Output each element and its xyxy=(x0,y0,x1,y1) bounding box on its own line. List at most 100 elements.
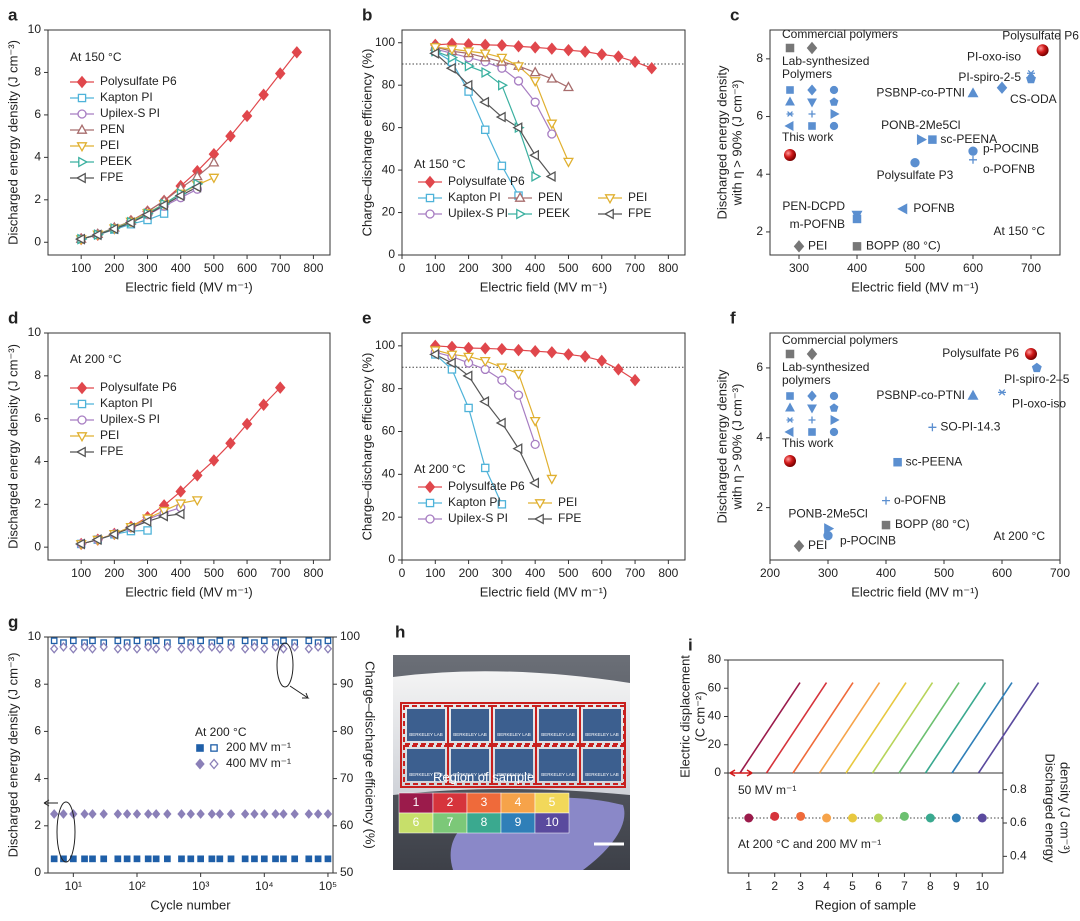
marker xyxy=(807,84,817,96)
marker xyxy=(829,427,839,437)
y-tick-label: 80 xyxy=(382,77,396,91)
y2-tick-label: 0.8 xyxy=(1010,782,1027,796)
marker xyxy=(133,855,141,863)
x-tick-label: 10¹ xyxy=(65,879,82,893)
marker xyxy=(152,855,160,863)
y-tick-label: 6 xyxy=(34,724,41,738)
marker xyxy=(152,637,160,645)
x-tick-label: 2 xyxy=(771,879,778,893)
marker xyxy=(513,40,524,53)
y-tick-label: 10 xyxy=(28,325,42,339)
marker xyxy=(291,46,303,59)
region-number: 4 xyxy=(515,795,522,809)
marker xyxy=(144,809,153,819)
sticker-text: BERKELEY LAB xyxy=(585,732,618,737)
marker xyxy=(113,643,122,654)
marker xyxy=(464,403,473,413)
x-tick-label: 600 xyxy=(992,566,1012,580)
legend-label: Polysulfate P6 xyxy=(448,479,525,493)
marker xyxy=(174,190,185,202)
x-axis-label: Electric field (MV m⁻¹) xyxy=(851,584,978,599)
marker xyxy=(258,88,269,101)
marker xyxy=(274,381,286,394)
point-label: PSBNP-co-PTNI xyxy=(876,388,965,402)
sticker-text: BERKELEY LAB xyxy=(409,732,442,737)
marker xyxy=(596,48,608,61)
marker xyxy=(108,528,119,540)
y-axis-label: Discharged energy density (J cm⁻³) xyxy=(5,344,20,549)
panel-label: e xyxy=(362,308,371,327)
loop-line xyxy=(871,682,934,774)
marker xyxy=(75,172,86,184)
marker xyxy=(196,643,205,654)
x-tick-label: 500 xyxy=(204,566,224,580)
plot-frame xyxy=(769,332,1061,561)
marker xyxy=(495,417,506,429)
y-tick-label: 4 xyxy=(34,771,41,785)
marker xyxy=(323,643,333,654)
sticker xyxy=(495,709,533,741)
region-number: 6 xyxy=(413,815,420,829)
legend-label: Polysulfate P6 xyxy=(448,174,525,188)
marker xyxy=(807,404,817,414)
y-tick-label: 4 xyxy=(756,166,763,180)
sticker xyxy=(407,749,445,781)
x-tick-label: 700 xyxy=(1050,566,1070,580)
point-label: sc-PEENA xyxy=(940,132,997,146)
marker xyxy=(59,642,68,652)
plot-frame xyxy=(47,332,331,561)
marker xyxy=(305,637,313,645)
legend-label: PEI xyxy=(100,138,119,152)
x-tick-label: 9 xyxy=(953,879,960,893)
x-tick-label: 200 xyxy=(104,261,124,275)
marker xyxy=(545,170,556,182)
y-tick-label: 10 xyxy=(28,629,42,643)
y-tick-label: 6 xyxy=(756,360,763,374)
x-axis-label: Electric field (MV m⁻¹) xyxy=(851,279,978,294)
legend-label: Kapton PI xyxy=(100,90,153,104)
marker xyxy=(463,47,475,58)
marker xyxy=(187,855,195,863)
marker xyxy=(132,809,142,819)
y-tick-label: 0 xyxy=(388,247,395,261)
marker xyxy=(177,643,186,654)
marker xyxy=(928,135,937,144)
marker xyxy=(271,642,280,652)
y-tick-label: 2 xyxy=(756,224,763,238)
marker xyxy=(629,373,641,387)
marker xyxy=(159,209,169,218)
x-tick-label: 500 xyxy=(905,261,925,275)
marker xyxy=(424,480,436,494)
marker xyxy=(260,855,268,863)
point-label: PEI xyxy=(808,239,827,253)
marker xyxy=(99,642,108,652)
marker xyxy=(163,642,172,652)
region-point xyxy=(977,813,987,823)
marker xyxy=(1031,362,1042,373)
y2-tick-label: 0.6 xyxy=(1010,815,1027,829)
x-tick-label: 6 xyxy=(875,879,882,893)
marker xyxy=(208,855,216,863)
marker xyxy=(178,637,185,645)
loop-line xyxy=(765,682,828,774)
plot-frame xyxy=(47,29,331,256)
marker xyxy=(808,110,816,118)
legend-label: FPE xyxy=(628,206,651,220)
marker xyxy=(463,341,474,355)
marker xyxy=(260,637,268,645)
y-tick-label: 80 xyxy=(708,652,722,666)
loop-line xyxy=(739,682,801,774)
x-tick-label: 300 xyxy=(138,566,158,580)
y-tick-label: 8 xyxy=(34,676,41,690)
y-tick-label: 60 xyxy=(382,424,396,438)
marker xyxy=(208,156,220,167)
y2-tick-label: 90 xyxy=(340,676,354,690)
marker xyxy=(59,809,68,819)
marker xyxy=(824,523,835,535)
y-tick-label: 6 xyxy=(756,109,763,123)
callout xyxy=(56,801,76,863)
marker xyxy=(1026,73,1036,84)
sticker-text: BERKELEY LAB xyxy=(409,772,442,777)
marker xyxy=(81,855,88,863)
